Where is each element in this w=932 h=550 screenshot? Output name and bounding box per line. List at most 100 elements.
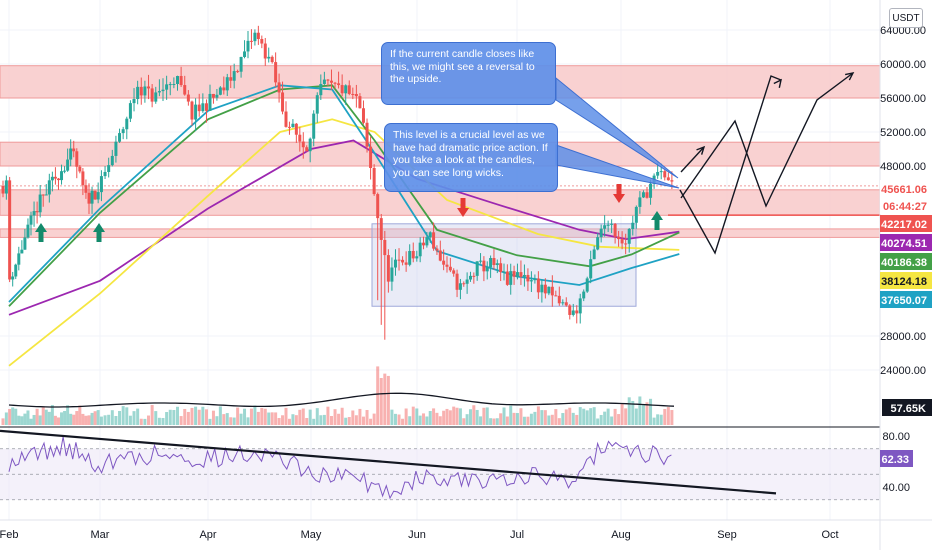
volume-bar <box>93 411 97 425</box>
candle-body <box>78 166 82 172</box>
candle-body <box>103 171 107 177</box>
volume-bar <box>438 416 442 425</box>
price-label-tag <box>880 180 932 197</box>
volume-bar <box>515 413 519 425</box>
volume-bar <box>107 414 111 425</box>
volume-bar <box>277 417 281 425</box>
candle-body <box>168 84 172 86</box>
candle-body <box>143 86 147 96</box>
volume-bar <box>208 418 212 425</box>
time-tick-label: Sep <box>717 529 737 541</box>
volume-bar <box>183 408 187 425</box>
volume-bar <box>485 407 489 425</box>
projection-zigzags <box>555 72 855 255</box>
volume-bar <box>592 407 596 425</box>
volume-bar <box>652 417 656 425</box>
price-label-tag <box>880 197 932 214</box>
volume-bar <box>422 413 426 425</box>
annotation-note-reversal[interactable]: If the current candle closes like this, … <box>381 42 556 105</box>
candle-body <box>458 283 462 290</box>
candle-body <box>253 32 257 42</box>
volume-bar <box>401 418 405 425</box>
arrow-head <box>773 78 782 88</box>
candle-body <box>634 206 638 223</box>
ma-cyan-line <box>8 84 680 303</box>
volume-bar <box>315 408 319 425</box>
volume-bar <box>578 407 582 425</box>
candle-body <box>72 148 76 152</box>
candle-body <box>624 243 628 245</box>
sell-arrow <box>613 184 625 203</box>
volume-bar <box>492 418 496 425</box>
price-axis[interactable]: 64000.00 60000.00 56000.00 52000.00 48000.00… <box>879 0 932 550</box>
volume-bar <box>139 418 143 425</box>
candle-body <box>455 273 459 290</box>
candle-body <box>139 86 143 96</box>
candle-body <box>90 190 94 204</box>
candle-body <box>44 194 48 196</box>
price-tick-label: 24000.00 <box>880 365 926 377</box>
candle-body <box>422 242 426 246</box>
candle-body <box>56 178 60 181</box>
volume-bar <box>550 414 554 425</box>
volume-bar <box>263 408 267 425</box>
candle-body <box>197 104 201 112</box>
volume-bar <box>475 409 479 425</box>
candle-body <box>351 93 355 95</box>
volume-bar <box>432 408 436 425</box>
time-axis[interactable]: Feb Mar Apr May Jun Jul Aug Sep Oct <box>0 529 839 541</box>
volume-bar <box>322 414 326 425</box>
candle-body <box>578 298 582 314</box>
candle-body <box>337 83 341 86</box>
volume-bar <box>29 418 33 425</box>
candle-body <box>315 95 319 114</box>
volume-bar <box>157 417 161 425</box>
volume-bar <box>78 405 82 425</box>
projection-path-dip <box>679 75 782 255</box>
candle-body <box>495 263 499 266</box>
candle-body <box>372 167 376 195</box>
candle-body <box>329 80 333 83</box>
candle-body <box>222 87 226 91</box>
volume-bar <box>270 412 274 425</box>
candle-body <box>358 96 362 109</box>
volume-bar <box>329 416 333 425</box>
volume-bar <box>418 415 422 425</box>
candle-body <box>554 295 558 297</box>
candle-body <box>99 176 103 193</box>
candle-body <box>281 92 285 112</box>
candle-body <box>365 122 369 147</box>
candle-body <box>125 118 129 130</box>
volume-bar <box>256 411 260 425</box>
annotation-note-crucial-level[interactable]: This level is a crucial level as we have… <box>384 123 558 192</box>
volume-bar <box>617 414 621 425</box>
candle-body <box>568 305 572 315</box>
candle-body <box>161 89 165 92</box>
volume-bar <box>435 412 439 425</box>
candle-body <box>492 258 496 266</box>
volume-bar <box>44 409 48 425</box>
candle-body <box>592 249 596 260</box>
volume-bar <box>143 418 147 425</box>
buy-arrow <box>93 223 105 242</box>
volume-bar <box>547 415 551 425</box>
candle-body <box>379 218 383 240</box>
candle-body <box>87 192 91 204</box>
volume-bar <box>575 414 579 425</box>
candle-body <box>386 255 390 282</box>
projection-path-short <box>680 146 705 173</box>
candle-body <box>479 260 483 262</box>
volume-bar <box>361 416 365 425</box>
candle-body <box>47 180 51 195</box>
candle-body <box>519 272 523 277</box>
volume-bar <box>468 409 472 425</box>
candle-body <box>8 180 12 280</box>
currency-button[interactable]: USDT <box>889 8 923 28</box>
candle-body <box>404 262 408 265</box>
volume-bar <box>645 402 649 425</box>
candle-body <box>291 123 295 128</box>
volume-bar <box>23 413 27 425</box>
volume-bar <box>561 413 565 425</box>
time-tick-label: Jun <box>408 529 426 541</box>
candle-body <box>260 39 264 44</box>
